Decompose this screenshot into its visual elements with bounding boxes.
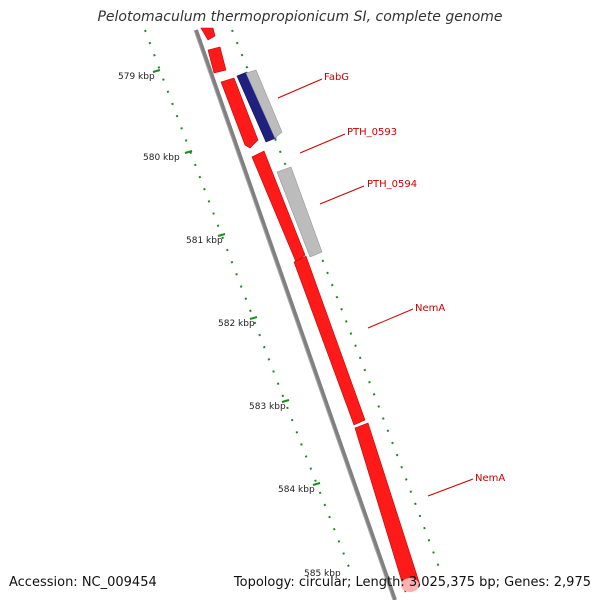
gene-arrow[interactable]	[207, 46, 227, 74]
gene-arrow[interactable]	[354, 422, 421, 593]
tick-labels: 579 kbp 580 kbp 581 kbp 582 kbp 583 kbp …	[118, 72, 341, 579]
tick-label: 583 kbp	[249, 402, 286, 412]
major-tick	[249, 316, 258, 320]
genome-backbone	[194, 29, 397, 600]
genome-backbone-highlight	[193, 29, 394, 600]
gene-arrow[interactable]	[200, 27, 216, 41]
accession-text: Accession: NC_009454	[9, 575, 157, 590]
major-tick	[312, 482, 321, 486]
leader-line	[427, 478, 474, 497]
major-tick	[217, 233, 226, 237]
tick-label: 581 kbp	[186, 236, 223, 246]
gene-arrow[interactable]	[220, 77, 259, 149]
gene-label[interactable]: PTH_0594	[367, 179, 417, 190]
gene-label[interactable]: NemA	[475, 473, 505, 484]
leader-line	[367, 308, 414, 329]
feature-marker	[401, 578, 419, 592]
gene-fabg[interactable]	[236, 71, 277, 143]
leader-line	[277, 78, 323, 99]
major-tick	[281, 399, 290, 403]
gene-pth0594[interactable]	[276, 166, 323, 258]
tick-label: 585 kbp	[304, 569, 341, 579]
gene-labels: FabG PTH_0593 PTH_0594 NemA NemA	[324, 72, 505, 484]
major-tick	[184, 150, 193, 154]
major-tick	[152, 69, 161, 73]
gene-label[interactable]: FabG	[324, 72, 349, 83]
gene-arrow[interactable]	[293, 255, 366, 426]
gene-arrow[interactable]	[251, 150, 306, 263]
gene-label[interactable]: NemA	[415, 303, 445, 314]
tick-label: 579 kbp	[118, 72, 155, 82]
leader-line	[299, 133, 346, 154]
major-ticks	[152, 69, 321, 486]
tick-label: 580 kbp	[143, 153, 180, 163]
leader-lines	[277, 78, 474, 497]
gene-features	[200, 27, 421, 593]
gene-label[interactable]: PTH_0593	[347, 127, 397, 138]
gene-gray[interactable]	[245, 69, 283, 139]
genome-summary: Topology: circular; Length: 3,025,375 bp…	[233, 575, 591, 590]
leader-line	[319, 185, 365, 205]
map-title: Pelotomaculum thermopropionicum SI, comp…	[97, 9, 503, 25]
tick-label: 582 kbp	[218, 319, 255, 329]
tick-label: 584 kbp	[278, 485, 315, 495]
